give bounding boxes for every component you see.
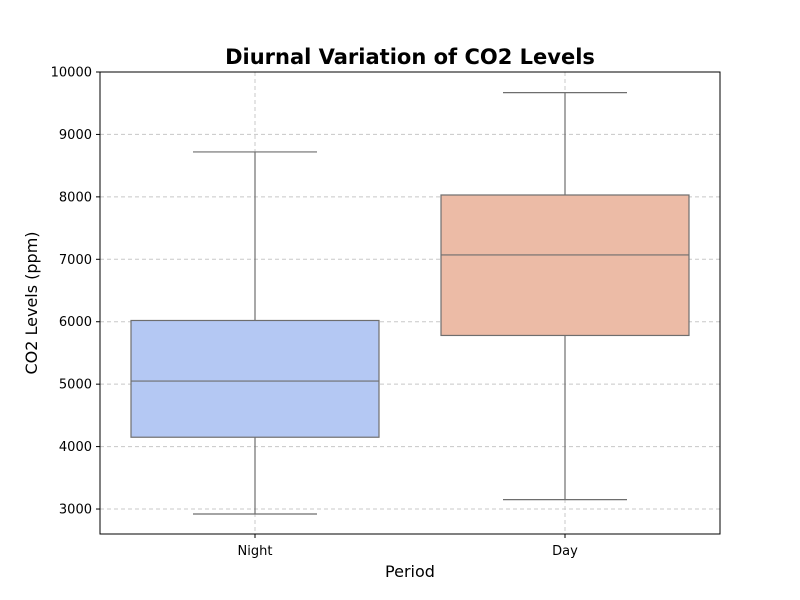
y-tick-label: 4000: [59, 440, 92, 455]
y-tick-label: 8000: [59, 190, 92, 205]
x-tick-label: Night: [238, 544, 273, 559]
plot-area-frame: [99, 71, 721, 535]
chart-title: Diurnal Variation of CO2 Levels: [225, 45, 595, 69]
y-tick-label: 6000: [59, 315, 92, 330]
x-axis-ticks: Night Day: [238, 534, 578, 559]
y-tick-label: 9000: [59, 128, 92, 143]
y-tick-label: 3000: [59, 503, 92, 518]
y-axis-label: CO2 Levels (ppm): [22, 231, 41, 374]
y-axis-ticks: 3000 4000 5000 6000 7000 8000 9000 10000: [51, 66, 100, 518]
x-tick-label: Day: [552, 544, 578, 559]
boxes: [130, 92, 690, 515]
box-night: [130, 151, 380, 515]
box-day: [440, 92, 690, 501]
iqr-box: [130, 319, 380, 438]
iqr-box: [440, 194, 690, 337]
x-axis-label: Period: [385, 562, 435, 581]
y-tick-label: 7000: [59, 253, 92, 268]
y-tick-label: 5000: [59, 378, 92, 393]
y-tick-label: 10000: [51, 66, 92, 81]
